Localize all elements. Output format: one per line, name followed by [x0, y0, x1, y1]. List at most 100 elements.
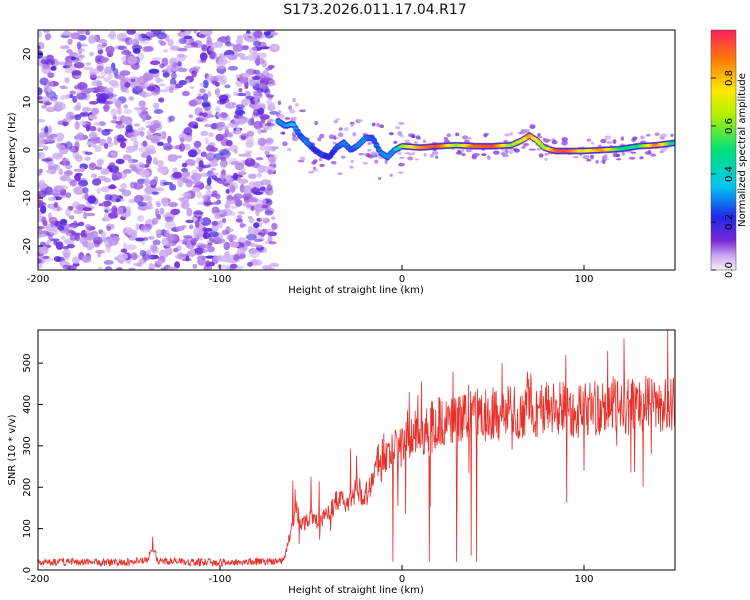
heatmap-noise-cell	[178, 79, 187, 86]
heatmap-noise-cell	[218, 149, 230, 156]
heatmap-noise-cell	[156, 260, 164, 265]
heatmap-halo-cell	[423, 152, 427, 157]
heatmap-noise-cell	[138, 107, 149, 111]
heatmap-halo-cell	[455, 132, 460, 137]
heatmap-halo-cell	[299, 109, 306, 113]
heatmap-noise-cell	[46, 240, 52, 245]
heatmap-halo-cell	[398, 162, 405, 167]
heatmap-noise-cell	[74, 120, 80, 130]
heatmap-noise-cell	[220, 156, 227, 161]
heatmap-noise-cell	[88, 114, 98, 120]
heatmap-ridge-cell	[290, 123, 297, 127]
heatmap-halo-cell	[429, 153, 435, 158]
heatmap-noise-cell	[156, 159, 164, 168]
heatmap-halo-cell	[415, 135, 421, 140]
heatmap-halo-cell	[604, 135, 612, 140]
heatmap-noise-cell	[53, 256, 62, 262]
heatmap-noise-cell	[206, 145, 215, 152]
heatmap-noise-cell	[215, 133, 224, 142]
heatmap-noise-cell	[126, 244, 137, 251]
heatmap-noise-cell	[144, 177, 150, 187]
heatmap-noise-cell	[242, 185, 253, 195]
heatmap-noise-cell	[246, 135, 255, 145]
heatmap-noise-cell	[199, 52, 208, 61]
heatmap-noise-cell	[202, 201, 213, 206]
heatmap-halo-cell	[378, 177, 382, 180]
heatmap-noise-cell	[226, 234, 237, 241]
heatmap-noise-cell	[166, 236, 174, 241]
heatmap-noise-cell	[43, 30, 50, 33]
heatmap-noise-cell	[107, 73, 113, 79]
heatmap-noise-cell	[124, 88, 130, 94]
heatmap-noise-cell	[128, 198, 136, 204]
heatmap-halo-cell	[654, 132, 660, 136]
snr-y-label: SNR (10 * v/v)	[7, 414, 18, 485]
heatmap-noise-cell	[240, 168, 246, 172]
heatmap-noise-cell	[223, 54, 234, 58]
heatmap-noise-cell	[103, 143, 109, 149]
heatmap-halo-cell	[291, 136, 299, 142]
heatmap-noise-cell	[128, 96, 135, 101]
heatmap-noise-cell	[244, 150, 253, 154]
heatmap-noise-cell	[73, 173, 81, 181]
heatmap-noise-cell	[94, 145, 102, 153]
heatmap-noise-cell	[153, 187, 165, 192]
heatmap-noise-cell	[76, 41, 82, 50]
heatmap-halo-cell	[277, 100, 282, 106]
heatmap-noise-cell	[200, 151, 207, 158]
heatmap-noise-cell	[207, 246, 215, 253]
heatmap-noise-cell	[38, 131, 49, 138]
heatmap-noise-cell	[252, 259, 263, 266]
heatmap-noise-cell	[269, 111, 279, 115]
heatmap-noise-cell	[199, 88, 206, 94]
heatmap-noise-cell	[168, 86, 174, 94]
heatmap-noise-cell	[237, 171, 247, 176]
heatmap-noise-cell	[189, 85, 195, 89]
heatmap-halo-cell	[537, 133, 541, 137]
heatmap-noise-cell	[177, 178, 184, 188]
heatmap-noise-cell	[123, 168, 132, 174]
heatmap-noise-cell	[185, 219, 194, 224]
heatmap-noise-cell	[206, 153, 213, 158]
heatmap-noise-cell	[233, 149, 238, 154]
heatmap-halo-cell	[284, 117, 291, 120]
heatmap-halo-cell	[294, 102, 299, 107]
heatmap-noise-cell	[153, 109, 164, 114]
heatmap-noise-cell	[126, 145, 136, 151]
heatmap-noise-cell	[229, 185, 236, 193]
heatmap-noise-cell	[69, 233, 78, 241]
heatmap-noise-cell	[131, 132, 140, 136]
heatmap-noise-cell	[165, 247, 173, 256]
heatmap-noise-cell	[267, 118, 275, 123]
heatmap-noise-cell	[73, 105, 81, 111]
heatmap-ridge-cell	[327, 153, 334, 158]
heatmap-halo-cell	[407, 156, 414, 161]
heatmap-noise-cell	[87, 240, 94, 247]
heatmap-halo-cell	[332, 141, 337, 145]
heatmap-noise-cell	[73, 61, 85, 69]
spectrogram-y-label: Frequency (Hz)	[7, 112, 18, 188]
heatmap-halo-cell	[370, 151, 378, 157]
heatmap-noise-cell	[135, 237, 145, 242]
heatmap-noise-cell	[204, 123, 212, 128]
x-tick-label: -200	[27, 574, 50, 585]
heatmap-noise-cell	[73, 209, 83, 215]
heatmap-noise-cell	[120, 183, 128, 190]
heatmap-noise-cell	[208, 132, 214, 137]
heatmap-noise-cell	[183, 143, 191, 151]
heatmap-noise-cell	[160, 197, 169, 206]
heatmap-noise-cell	[101, 42, 108, 47]
heatmap-ridge-cell	[373, 143, 380, 147]
heatmap-halo-cell	[645, 134, 651, 137]
heatmap-halo-cell	[544, 157, 548, 161]
heatmap-noise-cell	[76, 30, 87, 35]
heatmap-halo-cell	[286, 147, 292, 152]
heatmap-halo-cell	[660, 146, 667, 152]
heatmap-noise-cell	[153, 102, 160, 109]
x-tick-label: -100	[209, 574, 232, 585]
heatmap-noise-cell	[38, 226, 46, 230]
heatmap-noise-cell	[59, 45, 70, 50]
x-tick-label: 0	[399, 574, 405, 585]
heatmap-noise-cell	[259, 129, 267, 133]
